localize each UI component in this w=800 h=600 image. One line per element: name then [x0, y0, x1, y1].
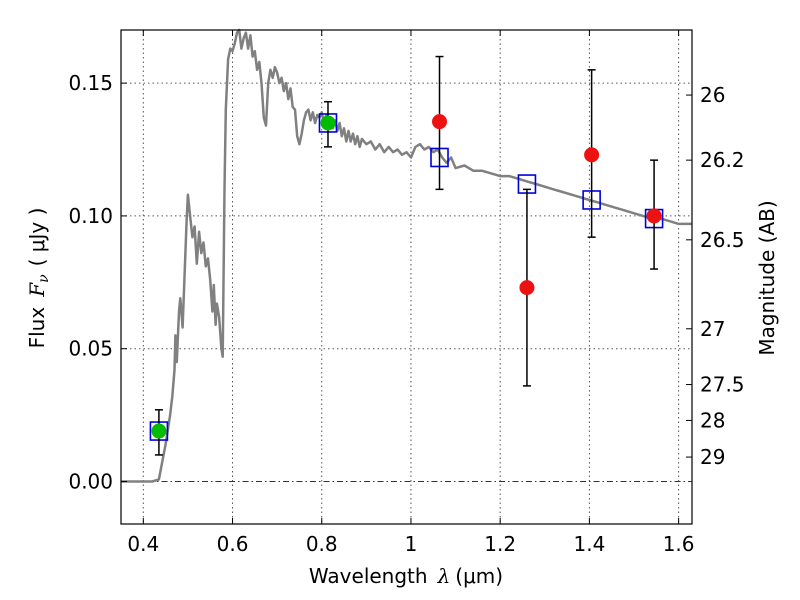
- y-axis-label-unit: ( μJy ): [25, 208, 49, 267]
- y-axis-ticks: 0.00 0.05 0.10 0.15: [68, 71, 127, 494]
- y2-axis-ticks: 26 26.2 26.5 27 27.5 28 29: [686, 83, 745, 469]
- x-tick-label: 1.6: [663, 532, 695, 556]
- x-tick-label: 0.8: [306, 532, 338, 556]
- y-axis-label-subscript: ν: [36, 274, 52, 283]
- observed-point-red: [432, 114, 448, 130]
- y-tick-label: 0.05: [68, 337, 113, 361]
- y-tick-label: 0.10: [68, 204, 113, 228]
- observed-points: [151, 114, 662, 439]
- observed-point-red: [519, 280, 535, 296]
- y-axis-label-word: Flux: [25, 307, 49, 349]
- y-axis-label-symbol: F: [25, 282, 49, 298]
- error-bars: [154, 55, 659, 456]
- observed-point-green: [320, 115, 336, 131]
- observed-point-green: [151, 423, 167, 439]
- x-tick-label: 1.2: [484, 532, 516, 556]
- x-axis-label-word: Wavelength: [309, 564, 428, 588]
- y2-tick-label: 27: [700, 317, 725, 341]
- grid-lines: [121, 30, 692, 524]
- y2-tick-label: 29: [700, 445, 725, 469]
- observed-point-red: [646, 208, 662, 224]
- y-axis-label: Flux Fν ( μJy ): [25, 208, 52, 349]
- y2-tick-label: 27.5: [700, 373, 745, 397]
- x-tick-label: 0.4: [127, 532, 159, 556]
- x-tick-label: 1.4: [573, 532, 605, 556]
- x-tick-label: 0.6: [217, 532, 249, 556]
- y2-tick-label: 26.5: [700, 228, 745, 252]
- y2-tick-label: 28: [700, 408, 725, 432]
- x-axis-label-symbol: λ: [437, 564, 451, 588]
- x-axis-ticks: 0.4 0.6 0.8 1 1.2 1.4 1.6: [127, 30, 695, 556]
- x-tick-label: 1: [405, 532, 418, 556]
- model-sed-line: [121, 28, 692, 483]
- y2-tick-label: 26.2: [700, 148, 745, 172]
- plot-frame: [120, 29, 693, 525]
- model-flux-boxes: [149, 113, 664, 441]
- x-axis-label-unit: (μm): [455, 564, 503, 588]
- y-tick-label: 0.15: [68, 71, 113, 95]
- observed-point-red: [584, 147, 600, 163]
- y2-tick-label: 26: [700, 83, 725, 107]
- x-axis-label: Wavelength λ (μm): [309, 564, 503, 588]
- y-tick-label: 0.00: [68, 470, 113, 494]
- y2-axis-label: Magnitude (AB): [755, 200, 779, 355]
